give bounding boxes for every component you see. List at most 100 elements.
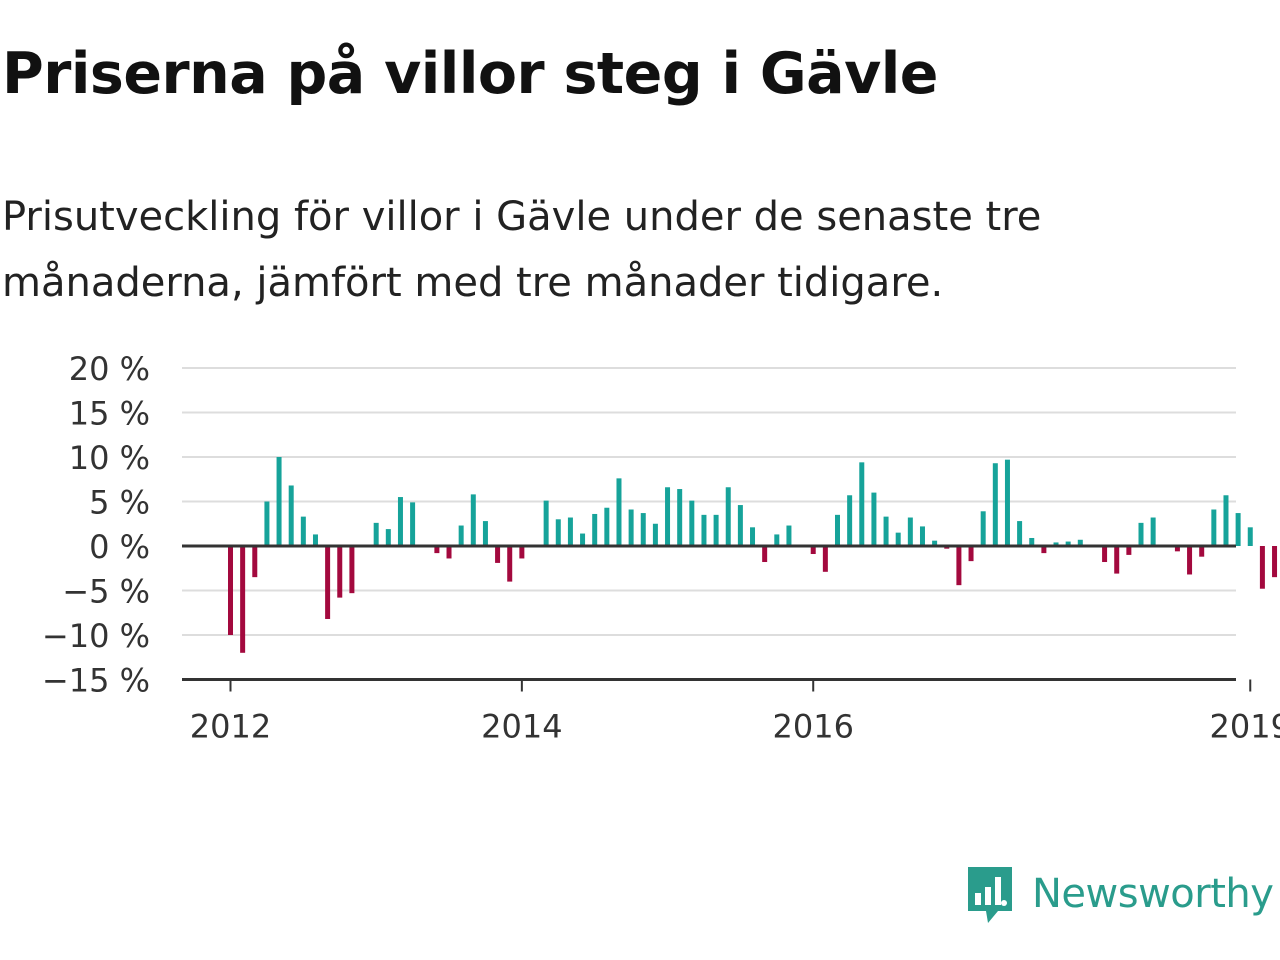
bar xyxy=(956,546,962,586)
bar xyxy=(252,546,258,578)
bar xyxy=(1235,513,1241,546)
bar xyxy=(652,523,658,546)
bar xyxy=(592,513,598,546)
axes xyxy=(182,544,1252,692)
bar xyxy=(871,492,877,546)
bars xyxy=(228,457,1278,653)
bar xyxy=(264,501,270,546)
gridlines xyxy=(182,367,1236,636)
bar xyxy=(810,546,816,555)
bar xyxy=(300,516,306,546)
bar xyxy=(495,546,501,563)
bar xyxy=(240,546,246,653)
bar xyxy=(725,487,731,546)
bar xyxy=(580,533,586,546)
bar xyxy=(507,546,513,582)
bar xyxy=(628,509,634,546)
bar xyxy=(385,529,391,546)
bar xyxy=(1126,546,1132,555)
bar xyxy=(992,463,998,546)
bar xyxy=(1223,495,1229,546)
bar xyxy=(434,546,440,554)
bar xyxy=(604,507,610,546)
bar xyxy=(1150,517,1156,546)
bar xyxy=(1187,546,1193,575)
bar xyxy=(349,546,355,594)
bar xyxy=(774,534,780,546)
bar xyxy=(786,525,792,546)
bar xyxy=(701,514,707,546)
bar xyxy=(665,487,671,546)
bar xyxy=(689,500,695,546)
bar xyxy=(750,527,756,546)
y-tick-label: 20 % xyxy=(69,350,150,388)
bar xyxy=(446,546,452,559)
x-tick-label: 2016 xyxy=(773,708,854,746)
bar xyxy=(1138,522,1144,546)
bar xyxy=(519,546,525,559)
x-axis-labels: 2012201420162019202120232025 xyxy=(190,708,1280,746)
bar xyxy=(1114,546,1120,574)
brand-logo: Newsworthy xyxy=(964,862,1274,926)
y-tick-label: 10 % xyxy=(69,439,150,477)
bar xyxy=(822,546,828,572)
bar xyxy=(616,478,622,546)
bar xyxy=(1247,527,1253,546)
bar xyxy=(1272,546,1278,578)
bar xyxy=(932,540,938,546)
y-tick-label: −5 % xyxy=(62,573,150,611)
bar xyxy=(737,505,743,546)
bar xyxy=(980,511,986,546)
bar xyxy=(410,502,416,546)
y-tick-label: −15 % xyxy=(42,662,150,700)
bar xyxy=(883,516,889,546)
bar xyxy=(276,457,282,546)
y-axis-labels: 20 % 15 % 10 % 5 % 0 % −5 % −10 % −15 % xyxy=(42,350,150,700)
chart-subtitle: Prisutveckling för villor i Gävle under … xyxy=(2,194,1042,306)
bar xyxy=(919,526,925,546)
x-tick-label: 2019 xyxy=(1210,708,1280,746)
bar xyxy=(555,519,561,546)
bar xyxy=(373,522,379,546)
bar xyxy=(288,485,294,546)
bar xyxy=(847,495,853,546)
bar xyxy=(713,514,719,546)
bar xyxy=(1017,521,1023,546)
bar xyxy=(762,546,768,563)
bar xyxy=(567,517,573,546)
bar xyxy=(228,546,233,635)
bar xyxy=(337,546,343,598)
bar xyxy=(470,494,476,546)
bar xyxy=(1211,509,1217,546)
bar xyxy=(859,462,865,546)
bar xyxy=(1029,537,1035,546)
bar xyxy=(458,525,464,546)
bar xyxy=(1199,546,1205,557)
y-tick-label: −10 % xyxy=(42,617,150,655)
bar xyxy=(895,532,901,546)
bar xyxy=(968,546,974,562)
bar xyxy=(1041,546,1047,554)
x-tick-label: 2012 xyxy=(190,708,271,746)
bar xyxy=(677,489,683,546)
newsworthy-logo-icon xyxy=(968,867,1012,923)
x-tick-label: 2014 xyxy=(481,708,562,746)
bar xyxy=(1102,546,1108,563)
bar xyxy=(312,534,318,546)
bar xyxy=(835,514,840,546)
bar-chart: 20 % 15 % 10 % 5 % 0 % −5 % −10 % −15 % 2012 201… xyxy=(42,350,1280,746)
bar xyxy=(1259,546,1265,589)
bar xyxy=(397,497,403,546)
y-tick-label: 15 % xyxy=(69,395,150,433)
bar xyxy=(543,500,549,546)
bar xyxy=(1053,542,1059,546)
chart-title: Priserna på villor steg i Gävle xyxy=(2,41,938,107)
y-tick-label: 0 % xyxy=(89,528,150,566)
bar xyxy=(907,517,913,546)
brand-name: Newsworthy xyxy=(1032,871,1274,917)
bar xyxy=(640,513,646,546)
bar xyxy=(482,521,488,546)
bar xyxy=(1065,541,1071,546)
bar xyxy=(325,546,331,619)
y-tick-label: 5 % xyxy=(89,484,150,522)
